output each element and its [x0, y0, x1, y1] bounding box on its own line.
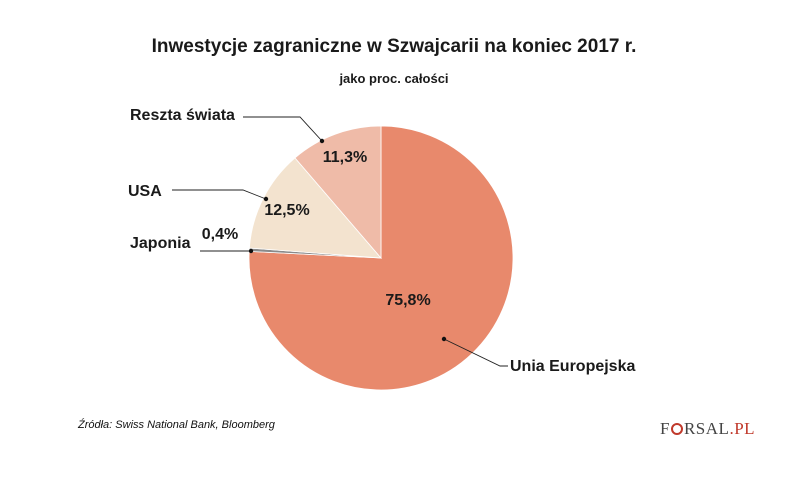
leader-dot-reszta-świata [319, 138, 325, 144]
leader-line-unia-europejska [443, 338, 508, 367]
category-label-usa: USA [128, 183, 162, 200]
category-label-japonia: Japonia [130, 235, 191, 252]
value-label-reszta-świata: 11,3% [323, 149, 367, 166]
leader-line-usa [172, 189, 267, 200]
logo-letters: RSAL [683, 419, 730, 438]
category-label-reszta-świata: Reszta świata [130, 107, 235, 124]
leader-dot-unia-europejska [441, 336, 447, 342]
logo-o-mark-icon [670, 423, 683, 435]
pie-slice-reszta-świata [294, 125, 382, 260]
leader-dot-japonia [248, 248, 254, 254]
category-label-unia-europejska: Unia Europejska [510, 358, 635, 375]
source-note: Źródła: Swiss National Bank, Bloomberg [78, 419, 275, 431]
leader-line-reszta-świata [243, 116, 323, 142]
value-label-unia-europejska: 75,8% [385, 292, 430, 309]
value-label-japonia: 0,4% [202, 226, 238, 243]
pie-slice-usa [248, 157, 382, 259]
logo-letter-f: F [660, 419, 670, 438]
chart-title: Inwestycje zagraniczne w Szwajcarii na k… [151, 36, 637, 57]
leader-dot-usa [263, 196, 269, 202]
logo-domain: .PL [729, 419, 756, 438]
chart-subtitle: jako proc. całości [339, 71, 449, 86]
forsal-logo: F RSAL.PL [660, 419, 755, 439]
value-label-usa: 12,5% [264, 202, 309, 219]
